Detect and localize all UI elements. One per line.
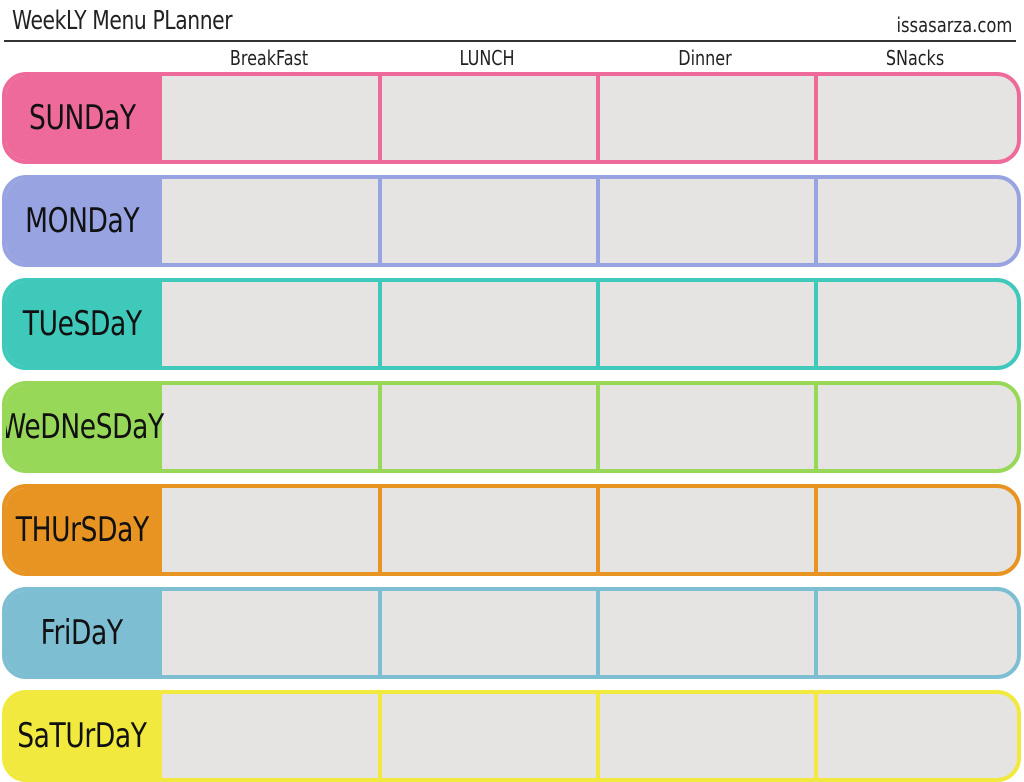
cell-divider — [596, 385, 600, 469]
day-label: TUeSDaY — [6, 282, 162, 366]
day-row: TUeSDaY — [2, 278, 1021, 370]
cell-divider — [814, 179, 818, 263]
day-row: MONDaY — [2, 175, 1021, 267]
column-header-breakfast: BreakFast — [229, 46, 309, 70]
meal-cell-breakfast[interactable] — [162, 385, 380, 469]
day-name: WeDNeSDaY — [2, 407, 164, 447]
cell-divider — [378, 76, 382, 160]
day-label: THUrSDaY — [6, 488, 162, 572]
meal-cell-lunch[interactable] — [380, 694, 598, 778]
meal-cell-dinner[interactable] — [598, 694, 816, 778]
meal-cell-breakfast[interactable] — [162, 591, 380, 675]
cell-divider — [378, 591, 382, 675]
day-name: FriDaY — [40, 613, 124, 653]
meal-cell-lunch[interactable] — [380, 591, 598, 675]
meal-cell-snacks[interactable] — [816, 385, 1017, 469]
day-name: TUeSDaY — [22, 304, 142, 344]
meal-cell-dinner[interactable] — [598, 488, 816, 572]
header-rule — [4, 40, 1016, 42]
cell-divider — [378, 385, 382, 469]
planner-header: WeekLY Menu PLanner issasarza.com — [0, 0, 1024, 44]
cell-divider — [814, 488, 818, 572]
cell-divider — [378, 282, 382, 366]
cell-divider — [814, 385, 818, 469]
cell-divider — [596, 179, 600, 263]
meal-cell-snacks[interactable] — [816, 694, 1017, 778]
meal-cell-dinner[interactable] — [598, 76, 816, 160]
meal-cell-snacks[interactable] — [816, 179, 1017, 263]
cell-divider — [596, 694, 600, 778]
meal-cell-breakfast[interactable] — [162, 282, 380, 366]
meal-cell-breakfast[interactable] — [162, 179, 380, 263]
day-name: THUrSDaY — [15, 510, 149, 550]
day-label: MONDaY — [6, 179, 162, 263]
meal-cell-lunch[interactable] — [380, 76, 598, 160]
meal-cell-lunch[interactable] — [380, 385, 598, 469]
meal-cell-dinner[interactable] — [598, 282, 816, 366]
cell-divider — [378, 488, 382, 572]
day-label: SUNDaY — [6, 76, 162, 160]
cell-divider — [814, 282, 818, 366]
day-name: SaTUrDaY — [17, 716, 147, 756]
planner-title: WeekLY Menu PLanner — [12, 6, 233, 36]
cell-divider — [814, 591, 818, 675]
day-label: SaTUrDaY — [6, 694, 162, 778]
meal-cell-dinner[interactable] — [598, 385, 816, 469]
cell-divider — [378, 179, 382, 263]
cell-divider — [596, 76, 600, 160]
cell-divider — [814, 76, 818, 160]
day-row: SUNDaY — [2, 72, 1021, 164]
meal-cell-dinner[interactable] — [598, 591, 816, 675]
meal-cell-breakfast[interactable] — [162, 488, 380, 572]
meal-cell-breakfast[interactable] — [162, 76, 380, 160]
meal-cell-dinner[interactable] — [598, 179, 816, 263]
day-row: WeDNeSDaY — [2, 381, 1021, 473]
meal-cell-lunch[interactable] — [380, 179, 598, 263]
day-row: FriDaY — [2, 587, 1021, 679]
meal-cell-snacks[interactable] — [816, 282, 1017, 366]
meal-cell-breakfast[interactable] — [162, 694, 380, 778]
column-header-snacks: SNacks — [885, 46, 945, 70]
meal-cell-lunch[interactable] — [380, 282, 598, 366]
day-name: MONDaY — [24, 201, 140, 241]
day-name: SUNDaY — [28, 98, 136, 138]
meal-cell-lunch[interactable] — [380, 488, 598, 572]
cell-divider — [596, 488, 600, 572]
cell-divider — [378, 694, 382, 778]
cell-divider — [814, 694, 818, 778]
column-header-lunch: LUNCH — [459, 46, 515, 70]
cell-divider — [596, 591, 600, 675]
column-header-dinner: Dinner — [678, 46, 732, 70]
meal-cell-snacks[interactable] — [816, 591, 1017, 675]
day-row: THUrSDaY — [2, 484, 1021, 576]
cell-divider — [596, 282, 600, 366]
meal-cell-snacks[interactable] — [816, 488, 1017, 572]
day-label: WeDNeSDaY — [2, 385, 164, 469]
day-label: FriDaY — [6, 591, 162, 675]
day-row: SaTUrDaY — [2, 690, 1021, 782]
site-name: issasarza.com — [896, 13, 1012, 37]
meal-cell-snacks[interactable] — [816, 76, 1017, 160]
